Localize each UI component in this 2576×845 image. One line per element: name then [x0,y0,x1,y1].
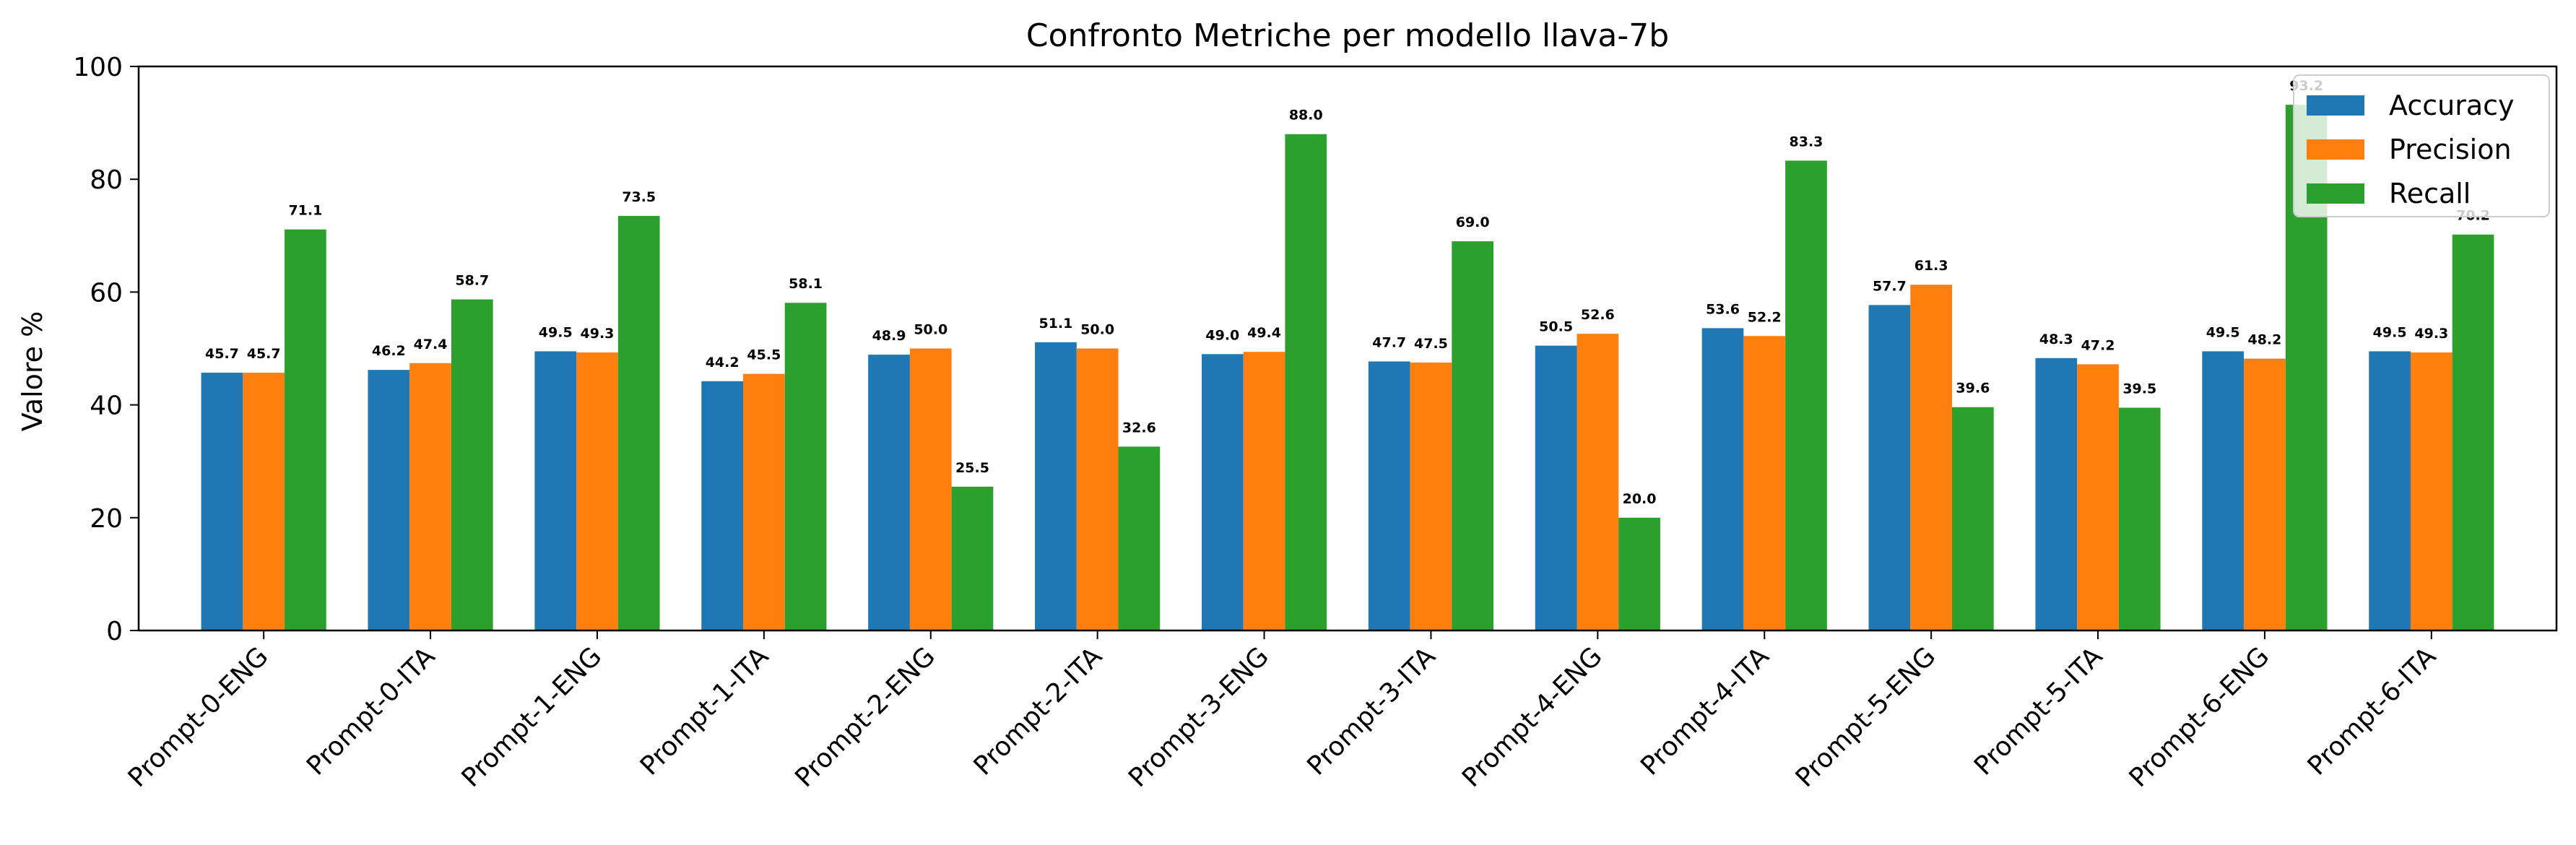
bar-value-label: 58.7 [455,273,489,289]
legend-label: Recall [2389,178,2471,209]
bar-value-label: 39.5 [2122,381,2156,397]
bar-value-label: 57.7 [1873,278,1907,294]
bar-value-label: 49.3 [2414,326,2448,342]
bar-value-label: 48.9 [872,328,906,344]
bar-value-label: 49.5 [2206,324,2240,340]
bar-value-label: 49.5 [539,324,573,340]
plot-frame [137,65,2558,632]
chart-title: Confronto Metriche per modello llava-7b [1026,17,1669,54]
bar-value-label: 48.3 [2039,332,2073,347]
bar [576,352,618,630]
bar [2369,351,2411,630]
bar-value-label: 53.6 [1706,301,1740,317]
legend: Accuracy Precision Recall [2293,74,2550,217]
bar-value-label: 51.1 [1038,316,1072,332]
bar [2202,351,2245,630]
bar-value-label: 73.5 [622,189,656,205]
bar-value-label: 49.3 [581,326,615,342]
legend-label: Accuracy [2389,90,2515,121]
legend-swatch [2307,183,2364,204]
bar-value-label: 58.1 [789,276,823,292]
bar [1785,160,1827,630]
bar-value-label: 45.7 [247,346,281,362]
bar-value-label: 88.0 [1289,108,1323,124]
bar [784,303,827,630]
bar-value-label: 49.5 [2373,324,2407,340]
bar-value-label: 47.2 [2081,337,2115,353]
bar-value-label: 47.7 [1372,334,1406,350]
bar [868,355,910,630]
bar [451,299,493,630]
bar [1618,517,1660,630]
bar [1452,241,1494,630]
bar-value-label: 52.6 [1581,307,1615,323]
bar [2410,352,2453,630]
bar-value-label: 71.1 [288,203,322,219]
bar-value-label: 25.5 [955,460,989,476]
bar [1243,352,1285,630]
bar [2118,407,2161,630]
bar [534,351,577,630]
bar [951,486,994,630]
y-tick-label: 100 [73,53,123,82]
y-tick-label: 40 [90,391,123,421]
y-tick-label: 60 [90,278,123,308]
bar-value-label: 83.3 [1790,134,1823,150]
bar [909,348,952,630]
bar-value-label: 50.5 [1539,319,1573,335]
bar [617,215,660,631]
bar-value-label: 45.5 [747,347,781,363]
bar [1201,354,1244,630]
bars-layer [201,105,2494,631]
bar [1743,336,1786,630]
bar [243,373,285,630]
bar [743,373,785,630]
bar [285,229,326,631]
bar [1118,446,1161,630]
legend-swatch [2307,139,2364,160]
bar-value-label: 49.4 [1247,325,1281,341]
bar-value-label: 50.0 [1080,322,1114,338]
bar-value-label: 44.2 [706,355,740,370]
bar [1701,328,1744,630]
bar [409,363,451,630]
bar [1577,334,1619,630]
bar [1035,342,1077,630]
y-tick-label: 20 [90,504,123,534]
bar-value-label: 32.6 [1122,420,1156,436]
bar-value-label: 45.7 [205,346,239,362]
legend-label: Precision [2389,134,2512,165]
bar [2244,358,2286,630]
bar-value-label: 49.0 [1205,327,1239,343]
bar [368,370,410,630]
bar-value-label: 61.3 [1914,258,1948,274]
bar-value-label: 39.6 [1956,381,1990,396]
bar-value-label: 52.2 [1748,309,1782,325]
bar-value-label: 69.0 [1456,214,1490,230]
bar [2452,234,2494,630]
bar [1368,361,1410,630]
bar [2077,364,2119,630]
bar-value-label: 47.4 [414,337,448,352]
bar [1285,134,1327,631]
bar [1952,407,1994,630]
bar [201,373,243,630]
y-axis-title: Valore % [17,311,48,432]
bar [2035,358,2078,630]
legend-swatch [2307,95,2364,116]
bar [1410,363,1452,630]
bar [1910,285,1952,630]
bar-value-label: 46.2 [372,343,406,359]
bar [1535,345,1577,630]
bar-value-label: 47.5 [1414,336,1448,352]
bar-value-label: 20.0 [1623,491,1657,507]
y-tick-label: 80 [90,165,123,195]
bar-value-label: 50.0 [914,322,947,338]
bar [1076,348,1119,630]
bar [1868,305,1911,630]
bar-value-label: 48.2 [2247,332,2281,348]
y-tick-label: 0 [106,617,123,646]
bar [701,381,743,630]
